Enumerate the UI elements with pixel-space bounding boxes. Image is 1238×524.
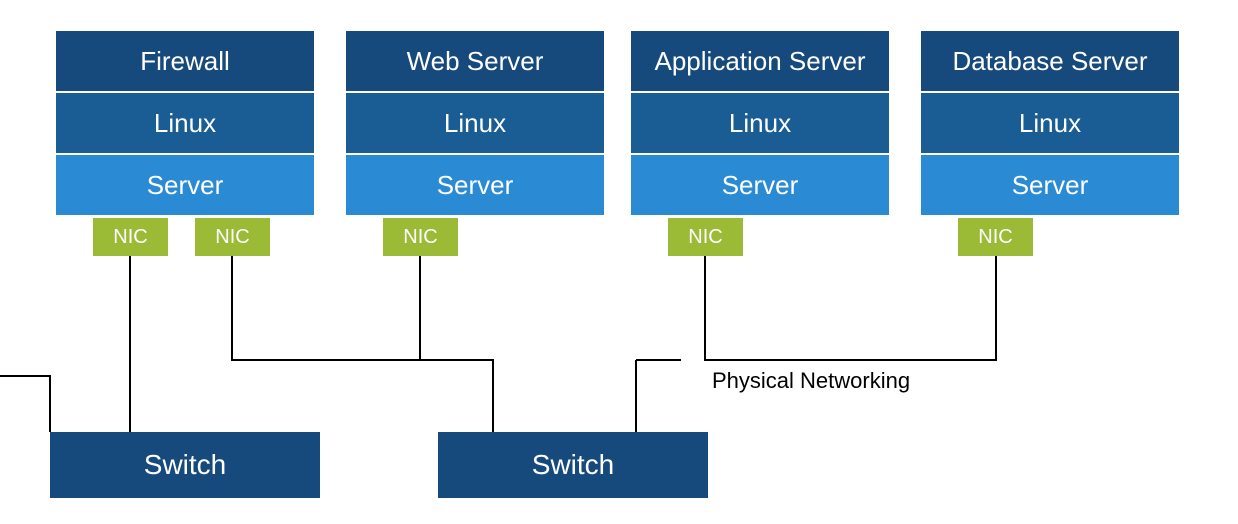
web-server-stack-nic-0: NIC — [383, 218, 458, 256]
web-server-stack: Web ServerLinuxServer — [345, 30, 605, 216]
switch-1: Switch — [438, 432, 708, 498]
app-server-stack-nic-0: NIC — [668, 218, 743, 256]
wire-0 — [0, 376, 50, 432]
web-server-stack-layer-2: Server — [345, 154, 605, 216]
db-server-stack-layer-0: Database Server — [920, 30, 1180, 92]
app-server-stack-layer-2: Server — [630, 154, 890, 216]
firewall-stack-layer-2: Server — [55, 154, 315, 216]
db-server-stack-layer-2: Server — [920, 154, 1180, 216]
firewall-stack: FirewallLinuxServer — [55, 30, 315, 216]
app-server-stack-layer-0: Application Server — [630, 30, 890, 92]
annotation-physical-networking: Physical Networking — [712, 368, 910, 394]
firewall-stack-nic-1: NIC — [195, 218, 270, 256]
app-server-stack: Application ServerLinuxServer — [630, 30, 890, 216]
app-server-stack-layer-1: Linux — [630, 92, 890, 154]
firewall-stack-layer-1: Linux — [55, 92, 315, 154]
wire-5 — [705, 256, 996, 360]
db-server-stack: Database ServerLinuxServer — [920, 30, 1180, 216]
firewall-stack-nic-0: NIC — [93, 218, 168, 256]
firewall-stack-layer-0: Firewall — [55, 30, 315, 92]
web-server-stack-layer-0: Web Server — [345, 30, 605, 92]
db-server-stack-layer-1: Linux — [920, 92, 1180, 154]
switch-0: Switch — [50, 432, 320, 498]
wire-2 — [232, 256, 493, 432]
web-server-stack-layer-1: Linux — [345, 92, 605, 154]
db-server-stack-nic-0: NIC — [958, 218, 1033, 256]
